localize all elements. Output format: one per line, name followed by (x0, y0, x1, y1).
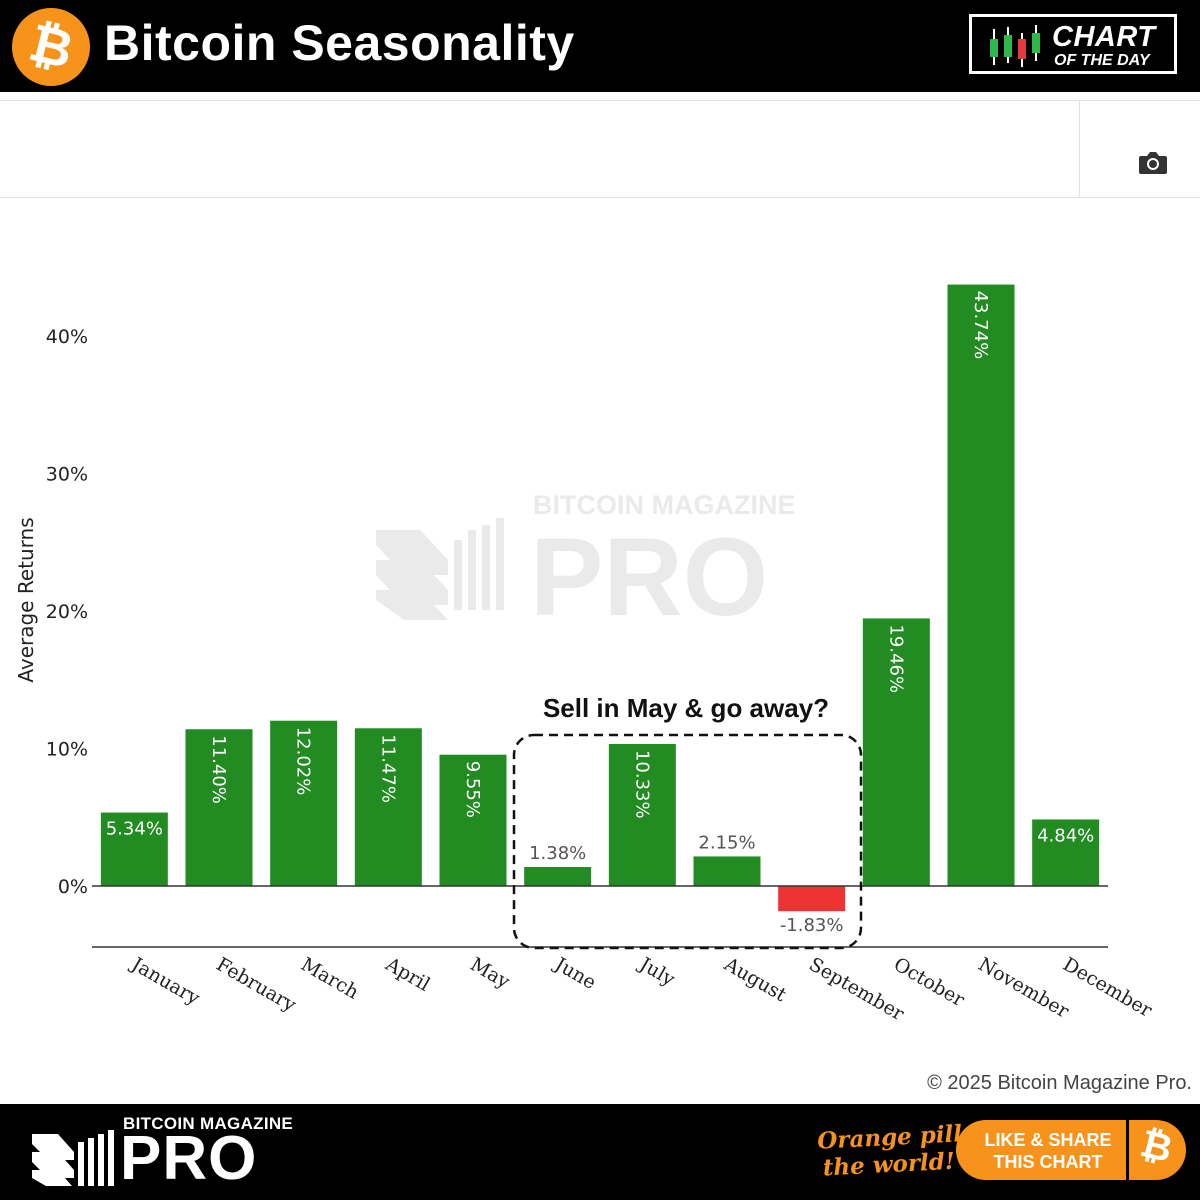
share-line1: LIKE & SHARE (984, 1130, 1112, 1150)
header-bar: ₿ Bitcoin Seasonality CHART OF THE DAY (0, 0, 1200, 92)
y-tick-label: 20% (46, 601, 88, 623)
x-tick-label: June (549, 952, 599, 994)
bar-march (270, 720, 338, 886)
x-tick-label: February (213, 953, 300, 1016)
chart-toolbar (0, 100, 1200, 198)
bar-april (354, 728, 422, 886)
watermark-line1: BITCOIN MAGAZINE (533, 490, 796, 520)
value-label-july: 10.33% (631, 750, 652, 819)
value-label-august: 2.15% (698, 832, 755, 853)
page-title: Bitcoin Seasonality (104, 15, 575, 71)
x-tick-label: December (1059, 953, 1156, 1022)
y-tick-label: 10% (46, 739, 88, 761)
x-tick-label: September (805, 953, 908, 1025)
bar-january (100, 812, 168, 886)
x-tick-label: July (634, 952, 679, 991)
value-label-november: 43.74% (970, 291, 991, 360)
share-line2: THIS CHART (993, 1152, 1103, 1172)
x-tick-label: January (126, 952, 204, 1009)
copyright-text: © 2025 Bitcoin Magazine Pro. (927, 1072, 1192, 1094)
footer-brand-small: BITCOIN MAGAZINE (123, 1114, 294, 1133)
watermark: BITCOIN MAGAZINE PRO (376, 490, 796, 639)
watermark-logo-icon (376, 518, 504, 620)
like-share-button[interactable]: LIKE & SHARE THIS CHART ₿ (956, 1120, 1186, 1180)
value-label-february: 11.40% (208, 735, 229, 804)
value-label-april: 11.47% (377, 734, 398, 803)
bar-may (439, 754, 507, 886)
value-label-june: 1.38% (529, 843, 586, 864)
watermark-line2: PRO (530, 516, 768, 639)
share-separator (1126, 1120, 1129, 1180)
bar-november (947, 284, 1015, 886)
y-tick-label: 40% (46, 326, 88, 348)
bitcoin-logo-icon: ₿ (12, 8, 90, 86)
bar-september (778, 886, 846, 912)
value-label-october: 19.46% (885, 624, 906, 693)
bar-july (608, 743, 676, 886)
bitcoin-magazine-logo-icon (32, 1130, 114, 1186)
value-label-january: 5.34% (106, 819, 163, 840)
bar-june (524, 867, 592, 886)
badge-line2: OF THE DAY (1054, 52, 1150, 69)
x-tick-label: May (467, 953, 514, 993)
bar-december (1032, 819, 1100, 886)
candlestick-icon (990, 25, 1040, 67)
bar-february (185, 729, 253, 886)
annotation-box (512, 733, 863, 950)
value-label-may: 9.55% (462, 761, 483, 818)
y-tick-label: 0% (58, 876, 88, 898)
chart-of-the-day-badge: CHART OF THE DAY (969, 14, 1177, 74)
badge-line1: CHART (1052, 21, 1156, 53)
value-label-march: 12.02% (293, 727, 314, 796)
bar-august (693, 856, 761, 886)
share-text: LIKE & SHARE THIS CHART (978, 1129, 1118, 1173)
bars: 5.34% 11.40% 12.02% 11.47% 9.55% 1.38% 10.33% 2… (100, 284, 1100, 936)
seasonality-chart: BITCOIN MAGAZINE PRO Average Returns 0% 1… (14, 284, 1157, 1026)
toolbar-divider (1079, 101, 1080, 197)
x-tick-label: November (975, 953, 1074, 1023)
x-tick-label: April (381, 953, 434, 996)
y-tick-label: 30% (46, 464, 88, 486)
annotation-text: Sell in May & go away? (543, 693, 829, 723)
x-tick-label: August (720, 953, 791, 1007)
bar-october (862, 618, 930, 886)
value-label-december: 4.84% (1037, 825, 1094, 846)
y-axis-ticks: 0% 10% 20% 30% 40% (46, 326, 88, 898)
x-tick-label: March (297, 953, 362, 1003)
camera-icon[interactable] (1138, 150, 1168, 176)
y-axis-title: Average Returns (14, 517, 38, 682)
footer-brand-large: PRO (120, 1124, 258, 1193)
bitcoin-icon: ₿ (1136, 1120, 1177, 1172)
value-label-september: -1.83% (780, 915, 844, 936)
slogan: Orange pill the world! (817, 1120, 964, 1182)
